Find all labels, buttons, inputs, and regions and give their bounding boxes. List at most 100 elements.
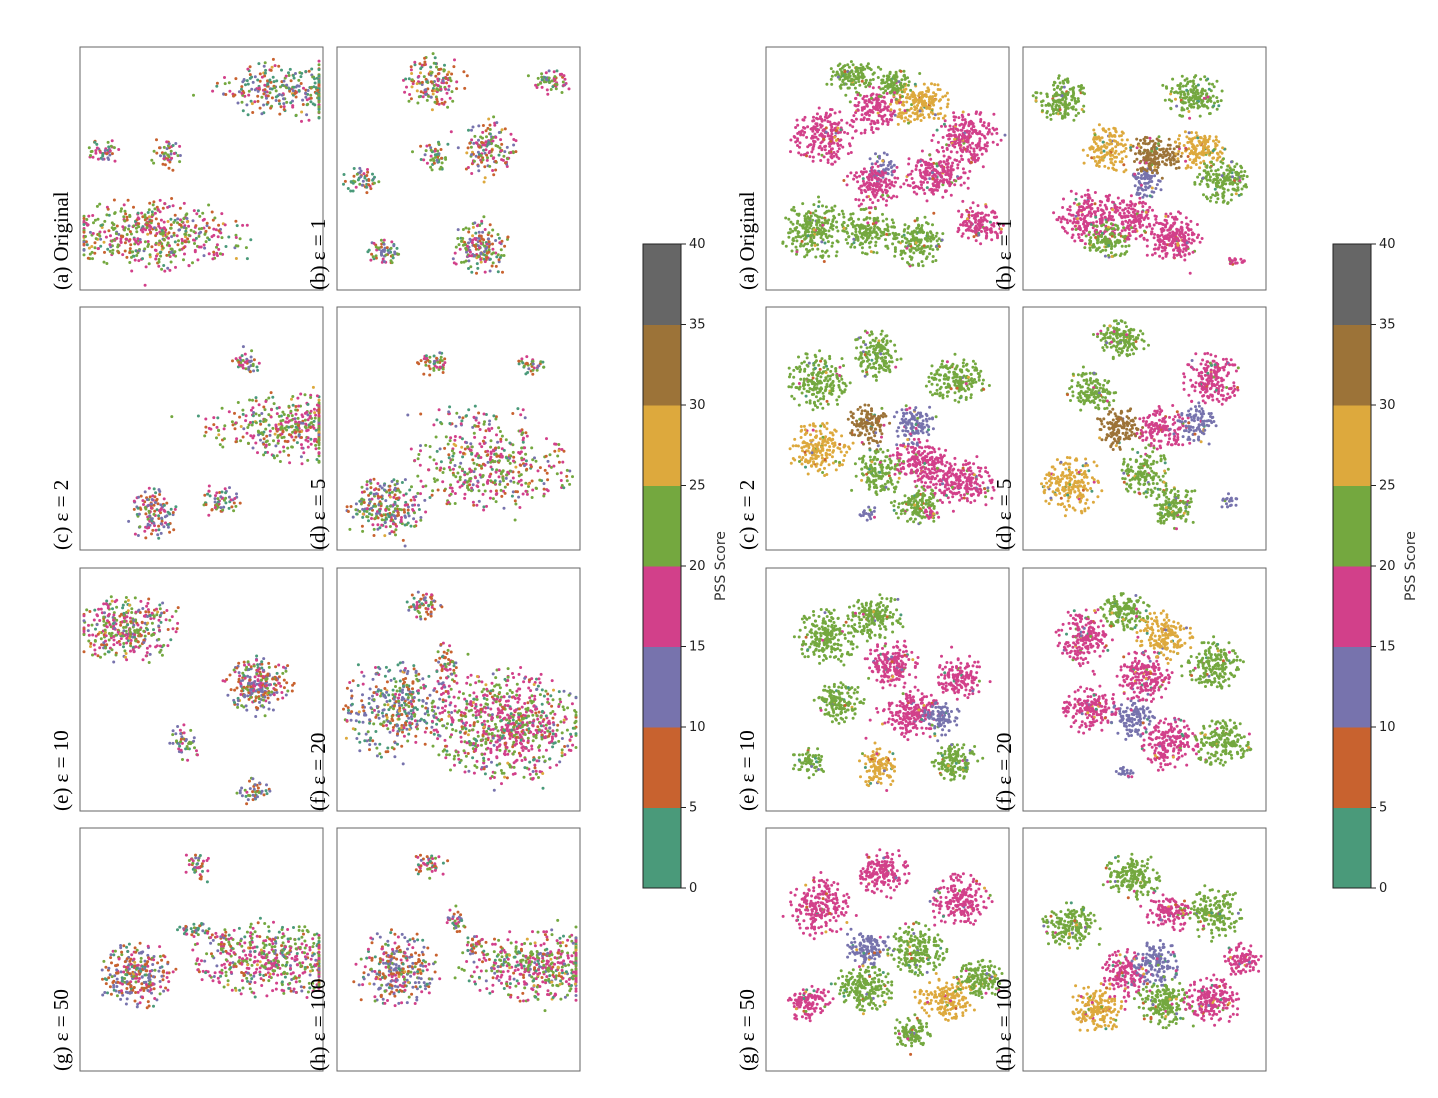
point — [463, 261, 466, 264]
point — [408, 722, 411, 725]
point — [119, 624, 122, 627]
point — [129, 628, 132, 631]
point — [140, 634, 143, 637]
point — [250, 665, 253, 668]
point — [158, 258, 161, 261]
point — [267, 691, 270, 694]
point — [104, 640, 107, 643]
point — [244, 677, 247, 680]
point — [97, 633, 100, 636]
point — [157, 638, 160, 641]
point — [106, 625, 109, 628]
point — [427, 468, 430, 471]
point — [486, 453, 489, 456]
point — [313, 427, 316, 430]
point — [459, 248, 462, 251]
point — [268, 79, 271, 82]
point — [257, 688, 260, 691]
point — [123, 229, 126, 232]
point — [294, 436, 297, 439]
point — [548, 77, 551, 80]
point — [148, 208, 151, 211]
point — [229, 674, 232, 677]
point — [464, 493, 467, 496]
point — [463, 749, 466, 752]
point — [569, 733, 572, 736]
point — [216, 82, 219, 85]
point — [424, 707, 427, 710]
point — [216, 416, 219, 419]
point — [401, 481, 404, 484]
point — [83, 223, 86, 226]
point — [245, 709, 248, 712]
point — [236, 687, 239, 690]
point — [155, 217, 158, 220]
point — [248, 423, 251, 426]
point — [487, 231, 490, 234]
point — [144, 536, 147, 539]
point — [96, 614, 99, 617]
point — [397, 715, 400, 718]
point — [410, 499, 413, 502]
point — [247, 113, 250, 116]
point — [87, 624, 90, 627]
point — [281, 84, 284, 87]
point — [197, 415, 200, 418]
point — [450, 651, 453, 654]
point — [224, 223, 227, 226]
point — [506, 753, 509, 756]
point — [388, 532, 391, 535]
point — [372, 255, 375, 258]
point — [268, 683, 271, 686]
point — [113, 199, 116, 202]
point — [216, 254, 219, 257]
point — [300, 443, 303, 446]
point — [242, 413, 245, 416]
point — [403, 669, 406, 672]
point — [150, 503, 153, 506]
point — [137, 631, 140, 634]
point — [285, 681, 288, 684]
point — [224, 487, 227, 490]
point — [456, 472, 459, 475]
panel-left-d: (d) ε = 5 — [306, 307, 580, 550]
point — [430, 597, 433, 600]
point — [368, 722, 371, 725]
point — [404, 524, 407, 527]
point — [371, 711, 374, 714]
point — [416, 102, 419, 105]
point — [260, 96, 263, 99]
point — [361, 525, 364, 528]
point — [92, 232, 95, 235]
point — [451, 90, 454, 93]
point — [257, 90, 260, 93]
point — [530, 748, 533, 751]
point — [176, 217, 179, 220]
point — [450, 688, 453, 691]
point — [376, 754, 379, 757]
point — [248, 90, 251, 93]
point — [219, 443, 222, 446]
point — [539, 693, 542, 696]
point — [302, 422, 305, 425]
point — [267, 662, 270, 665]
point — [238, 674, 241, 677]
point — [389, 525, 392, 528]
point — [375, 685, 378, 688]
point — [423, 61, 426, 64]
point — [150, 219, 153, 222]
point — [512, 726, 515, 729]
point — [407, 609, 410, 612]
point — [441, 724, 444, 727]
point — [262, 92, 265, 95]
point — [267, 94, 270, 97]
point — [417, 610, 420, 613]
point — [419, 516, 422, 519]
point — [459, 731, 462, 734]
point — [448, 695, 451, 698]
point — [485, 505, 488, 508]
point — [534, 712, 537, 715]
point — [167, 523, 170, 526]
point — [490, 154, 493, 157]
point — [137, 217, 140, 220]
